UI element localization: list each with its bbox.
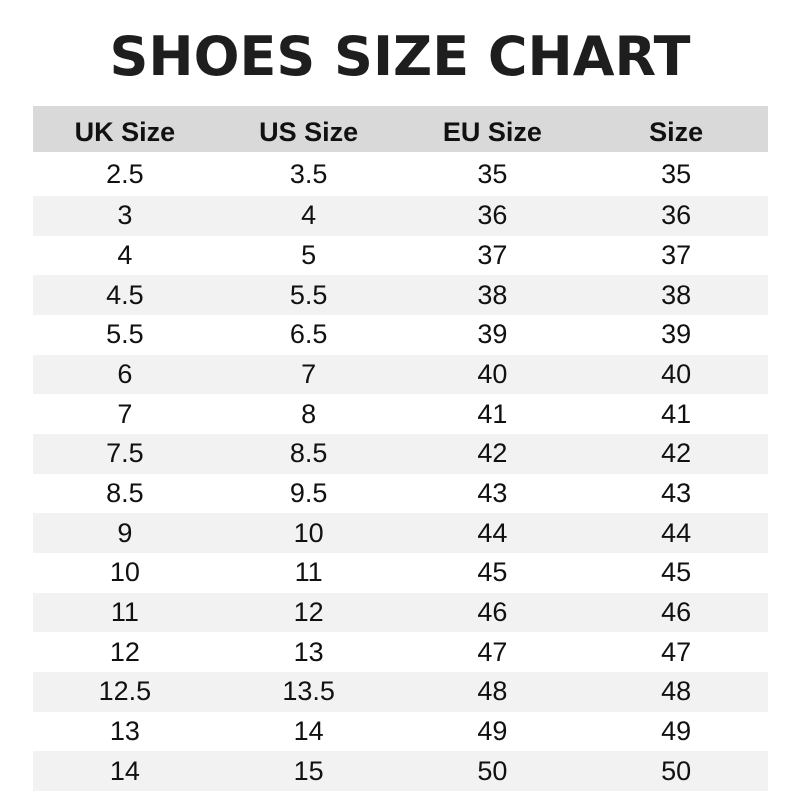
table-row: 4 5 37 37 <box>33 236 768 276</box>
cell-eu: 49 <box>477 715 508 746</box>
cell-us: 13 <box>293 636 324 667</box>
cell-uk: 3 <box>117 200 133 231</box>
cell-us: 4 <box>301 200 317 231</box>
cell-uk: 14 <box>109 755 140 786</box>
table-row: 7.5 8.5 42 42 <box>33 433 768 474</box>
cell-uk: 7.5 <box>106 438 144 469</box>
cell-eu: 39 <box>477 319 508 350</box>
cell-eu: 48 <box>477 676 508 707</box>
cell-size: 36 <box>661 200 692 231</box>
cell-us: 5 <box>301 239 317 270</box>
cell-us: 10 <box>293 517 324 548</box>
cell-eu: 41 <box>477 398 508 429</box>
table-row: 7 8 41 41 <box>33 394 768 434</box>
cell-eu: 36 <box>477 200 508 231</box>
cell-size: 48 <box>661 676 692 707</box>
cell-eu: 40 <box>477 358 508 389</box>
cell-eu: 42 <box>477 438 508 469</box>
table-row: 12 13 47 47 <box>33 632 768 672</box>
cell-eu: 43 <box>477 477 508 508</box>
table-row: 11 12 46 46 <box>33 592 768 633</box>
cell-size: 43 <box>661 477 692 508</box>
cell-us: 13.5 <box>282 676 335 707</box>
cell-size: 40 <box>661 358 692 389</box>
cell-uk: 7 <box>117 398 133 429</box>
cell-uk: 9 <box>117 517 133 548</box>
cell-eu: 37 <box>477 239 508 270</box>
cell-eu: 35 <box>477 158 508 189</box>
cell-size: 37 <box>661 239 692 270</box>
table-row: 8.5 9.5 43 43 <box>33 474 768 514</box>
cell-us: 15 <box>293 755 324 786</box>
cell-uk: 10 <box>109 557 140 588</box>
table-header-row: UK Size US Size EU Size Size <box>33 106 768 152</box>
header-us-size: US Size <box>259 116 359 147</box>
table-row: 10 11 45 45 <box>33 553 768 593</box>
cell-eu: 47 <box>477 636 508 667</box>
header-uk-size: UK Size <box>74 116 176 147</box>
cell-us: 7 <box>301 358 317 389</box>
cell-size: 45 <box>661 557 692 588</box>
cell-uk: 11 <box>110 596 139 627</box>
cell-size: 39 <box>661 319 692 350</box>
cell-size: 38 <box>661 279 692 310</box>
cell-uk: 6 <box>117 358 133 389</box>
cell-us: 5.5 <box>289 279 328 310</box>
table-row: 12.5 13.5 48 48 <box>33 671 768 712</box>
cell-us: 8 <box>301 398 317 429</box>
table-row: 6 7 40 40 <box>33 354 768 395</box>
cell-uk: 12.5 <box>98 676 152 707</box>
cell-uk: 2.5 <box>106 158 144 189</box>
size-table: UK Size US Size EU Size Size 2.5 3.5 35 35 3… <box>33 106 768 791</box>
cell-size: 50 <box>661 755 692 786</box>
cell-us: 6.5 <box>289 319 328 350</box>
cell-us: 8.5 <box>289 438 328 469</box>
table-row: 13 14 49 49 <box>33 712 768 752</box>
cell-us: 11 <box>294 557 323 588</box>
table-row: 14 15 50 50 <box>33 751 768 791</box>
header-eu-size: EU Size <box>442 116 542 147</box>
table-row: 5.5 6.5 39 39 <box>33 315 768 355</box>
table-row: 3 4 36 36 <box>33 196 768 236</box>
table-row: 2.5 3.5 35 35 <box>33 152 768 196</box>
cell-size: 42 <box>661 438 692 469</box>
cell-uk: 5.5 <box>106 319 144 350</box>
cell-eu: 46 <box>477 596 508 627</box>
cell-uk: 4 <box>117 239 133 270</box>
cell-uk: 13 <box>109 715 140 746</box>
cell-eu: 45 <box>477 557 508 588</box>
cell-eu: 38 <box>477 279 508 310</box>
cell-us: 3.5 <box>289 158 328 189</box>
cell-size: 35 <box>661 158 692 189</box>
cell-uk: 4.5 <box>106 279 144 310</box>
cell-uk: 8.5 <box>106 477 144 508</box>
cell-us: 12 <box>293 596 324 627</box>
header-size: Size <box>649 116 704 147</box>
cell-size: 49 <box>661 715 692 746</box>
cell-eu: 50 <box>477 755 508 786</box>
table-row: 9 10 44 44 <box>33 513 768 553</box>
cell-eu: 44 <box>477 517 508 548</box>
cell-us: 9.5 <box>289 477 328 508</box>
cell-size: 41 <box>661 398 692 429</box>
cell-us: 14 <box>293 715 324 746</box>
cell-size: 46 <box>661 596 692 627</box>
cell-uk: 12 <box>109 636 140 667</box>
table-body: 2.5 3.5 35 35 3 4 36 36 4 5 37 37 4.5 5.5 38 38 5.5 6.5 39… <box>33 152 768 791</box>
cell-size: 44 <box>661 517 692 548</box>
table-row: 4.5 5.5 38 38 <box>33 275 768 315</box>
cell-size: 47 <box>661 636 692 667</box>
page-title: SHOES SIZE CHART <box>109 25 691 88</box>
